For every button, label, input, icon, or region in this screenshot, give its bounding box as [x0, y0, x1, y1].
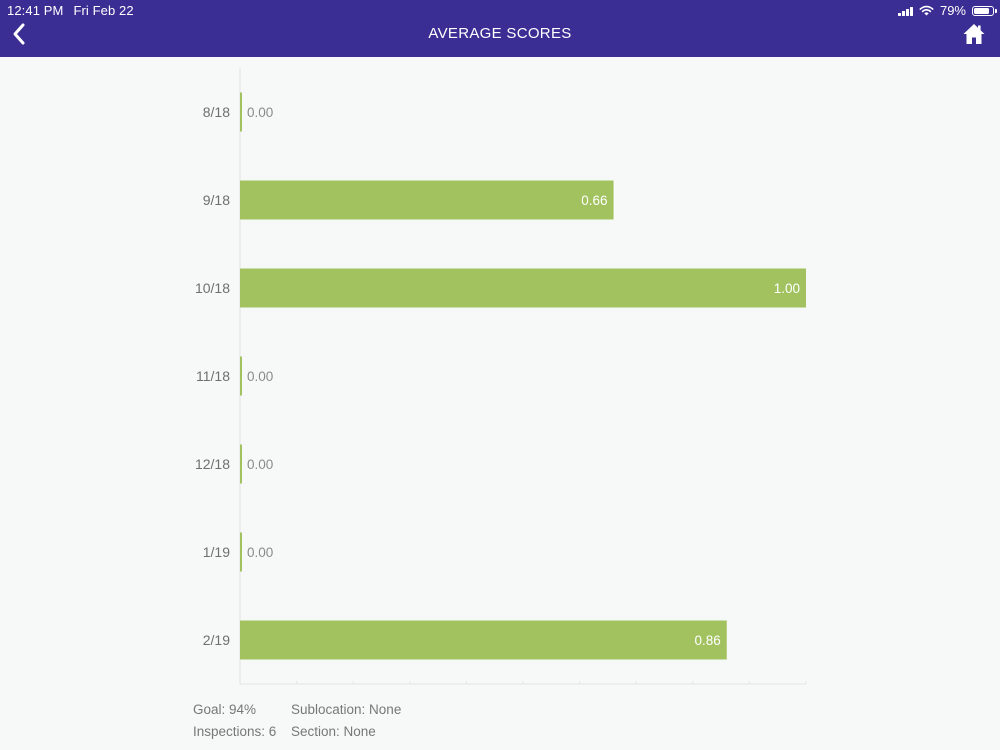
- inspections-label: Inspections: 6: [193, 724, 277, 739]
- category-label: 2/19: [203, 632, 230, 648]
- page-title: AVERAGE SCORES: [428, 25, 572, 42]
- status-bar-right: 79%: [898, 3, 997, 18]
- bar-value-label: 0.86: [694, 633, 720, 648]
- section-label: Section: None: [291, 724, 376, 739]
- category-label: 12/18: [195, 456, 230, 472]
- back-button[interactable]: [8, 21, 32, 47]
- bar-value-label: 0.00: [247, 545, 273, 560]
- cellular-signal-icon: [898, 6, 913, 16]
- home-button[interactable]: [962, 22, 986, 46]
- bar: [240, 444, 242, 484]
- chart-summary: Goal: 94% Sublocation: None Inspections:…: [193, 699, 401, 743]
- bar-value-label: 1.00: [774, 281, 800, 296]
- bar-value-label: 0.00: [247, 457, 273, 472]
- status-bar-left: 12:41 PM Fri Feb 22: [7, 3, 134, 18]
- status-time: 12:41 PM: [7, 3, 64, 18]
- wifi-icon: [919, 5, 934, 16]
- bar: [240, 356, 242, 396]
- goal-label: Goal: 94%: [193, 702, 257, 717]
- bar: [240, 620, 727, 660]
- average-scores-chart: 8/18 0.00 9/18 0.66 10/18 1.00 11/18 0.00 12/18 0…: [195, 68, 807, 685]
- category-label: 11/18: [196, 368, 230, 384]
- bar-value-label: 0.00: [247, 105, 273, 120]
- bar-value-label: 0.00: [247, 369, 273, 384]
- battery-icon: [972, 5, 997, 16]
- bar: [240, 532, 242, 572]
- sublocation-label: Sublocation: None: [291, 702, 402, 717]
- bar: [240, 268, 806, 308]
- category-label: 1/19: [203, 544, 230, 560]
- status-date: Fri Feb 22: [73, 3, 134, 18]
- category-label: 8/18: [203, 104, 230, 120]
- category-label: 9/18: [203, 192, 230, 208]
- battery-percentage: 79%: [939, 3, 966, 18]
- bar: [240, 180, 614, 220]
- navigation-bar: 12:41 PM Fri Feb 22 79% AVERAGE SCORES: [0, 0, 1000, 57]
- bar: [240, 92, 242, 132]
- category-label: 10/18: [195, 280, 230, 296]
- home-icon: [963, 24, 985, 44]
- bar-value-label: 0.66: [581, 193, 607, 208]
- chevron-left-icon: [13, 23, 25, 45]
